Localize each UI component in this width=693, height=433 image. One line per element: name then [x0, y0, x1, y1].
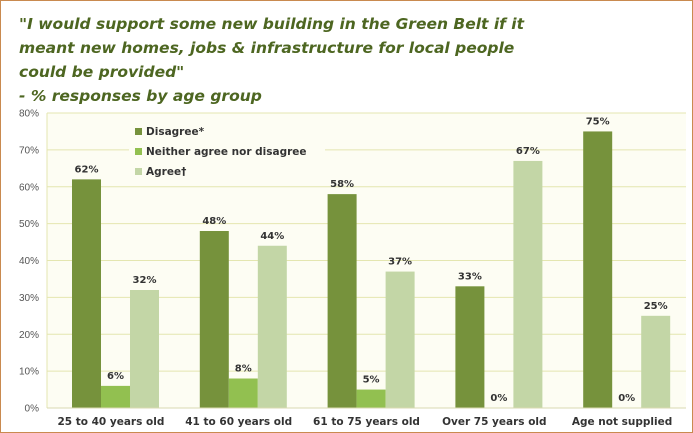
- bar: [101, 385, 130, 408]
- legend-swatch: [135, 148, 142, 155]
- bar: [356, 389, 386, 408]
- data-label: 75%: [586, 116, 610, 127]
- y-axis: 0% 10% 20% 30% 40% 50% 60% 70% 80%: [19, 109, 48, 415]
- x-tick-label: 25 to 40 years old: [57, 416, 164, 428]
- chart-subtitle: - % responses by age group: [19, 87, 262, 105]
- legend-entry: Disagree*: [146, 126, 205, 138]
- y-tick-label: 80%: [19, 109, 39, 120]
- data-label: 5%: [363, 375, 380, 386]
- bar: [385, 271, 415, 408]
- x-axis: 25 to 40 years old 41 to 60 years old 61 t…: [47, 407, 686, 428]
- title-line-1: "I would support some new building in th…: [19, 15, 525, 33]
- data-label: 32%: [133, 275, 157, 286]
- legend: Disagree* Neither agree nor disagree Agree…: [129, 120, 325, 186]
- bar: [327, 194, 357, 408]
- y-tick-label: 70%: [19, 145, 39, 156]
- data-label: 44%: [260, 231, 284, 242]
- x-tick-label: Over 75 years old: [442, 416, 546, 428]
- data-labels: 62% 6% 32% 48% 8% 44% 58% 5% 37% 33% 0% 67% 75% 0% 25%: [75, 116, 668, 404]
- y-tick-label: 0%: [25, 404, 40, 415]
- data-label: 0%: [490, 393, 507, 404]
- title-line-3: could be provided": [19, 63, 184, 81]
- y-tick-label: 40%: [19, 256, 39, 267]
- data-label: 58%: [330, 179, 354, 190]
- data-label: 67%: [516, 146, 540, 157]
- legend-entry: Agree†: [146, 166, 186, 178]
- x-tick-label: Age not supplied: [572, 416, 672, 428]
- bar: [130, 290, 159, 408]
- legend-box: [129, 120, 325, 186]
- bar: [513, 160, 543, 408]
- bar: [455, 286, 485, 408]
- legend-swatch: [135, 168, 142, 175]
- y-tick-label: 50%: [19, 219, 39, 230]
- data-label: 33%: [458, 271, 482, 282]
- bar: [72, 179, 101, 408]
- data-label: 8%: [235, 364, 252, 375]
- x-tick-label: 61 to 75 years old: [313, 416, 420, 428]
- title-line-2: meant new homes, jobs & infrastructure f…: [19, 39, 514, 57]
- y-tick-label: 10%: [19, 367, 39, 378]
- chart-title: "I would support some new building in th…: [19, 15, 525, 105]
- x-tick-label: 41 to 60 years old: [185, 416, 292, 428]
- bars: [72, 131, 671, 408]
- y-tick-label: 20%: [19, 330, 39, 341]
- y-tick-label: 60%: [19, 182, 39, 193]
- legend-swatch: [135, 128, 142, 135]
- data-label: 0%: [618, 393, 635, 404]
- data-label: 37%: [388, 257, 412, 268]
- data-label: 62%: [75, 164, 99, 175]
- bar: [257, 245, 287, 408]
- data-label: 6%: [107, 371, 124, 382]
- data-label: 48%: [202, 216, 226, 227]
- y-tick-label: 30%: [19, 293, 39, 304]
- bar: [641, 315, 671, 408]
- data-label: 25%: [644, 301, 668, 312]
- bar: [199, 231, 229, 408]
- legend-entry: Neither agree nor disagree: [146, 146, 307, 158]
- bar: [583, 131, 613, 408]
- bar: [228, 378, 258, 408]
